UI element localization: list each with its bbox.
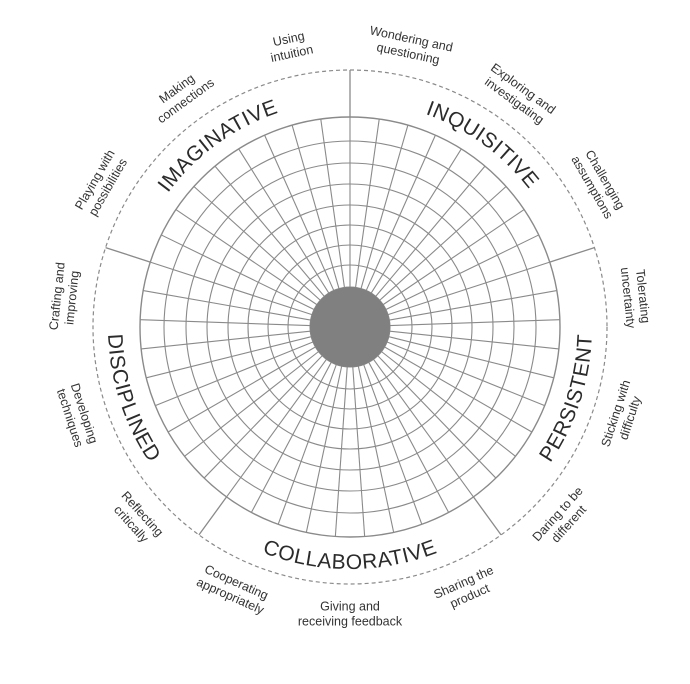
grid-spoke xyxy=(352,366,366,537)
habit-label-line: receiving feedback xyxy=(298,615,403,629)
habit-label: Exploring andinvestigating xyxy=(479,61,558,129)
habit-label: Playing withpossibilities xyxy=(72,147,130,219)
grid-spoke xyxy=(291,124,340,289)
habit-label-line: improving xyxy=(62,270,82,325)
grid-spoke xyxy=(277,364,337,525)
grid-spoke xyxy=(143,289,311,321)
center-hub-group xyxy=(310,287,390,367)
center-hub xyxy=(310,287,390,367)
grid-spoke xyxy=(141,330,311,350)
grid-spoke xyxy=(365,134,436,291)
domain-label-text: DISCIPLINED xyxy=(103,333,165,466)
grid-spoke xyxy=(373,359,474,498)
domain-divider xyxy=(472,496,502,536)
habit-label: Wondering andquestioning xyxy=(365,23,454,69)
habit-label-line: Using xyxy=(272,29,306,49)
grid-spoke xyxy=(375,165,486,297)
habit-label: Developingtechniques xyxy=(54,381,101,449)
grid-spoke xyxy=(161,234,315,310)
grid-spoke xyxy=(146,336,312,379)
domain-divider xyxy=(549,246,595,263)
grid-spoke xyxy=(355,118,380,288)
grid-spoke xyxy=(379,186,507,301)
habit-label: Crafting andimproving xyxy=(47,262,83,333)
grid-spoke xyxy=(370,148,462,294)
grid-spoke xyxy=(193,186,321,301)
grid-spoke xyxy=(384,346,533,433)
grid-spoke xyxy=(382,209,525,306)
grid-spoke xyxy=(203,355,323,479)
habit-label: Cooperatingappropriately xyxy=(194,561,272,617)
grid-spoke xyxy=(360,124,409,289)
grid-spoke xyxy=(250,362,332,513)
grid-spoke xyxy=(264,134,335,291)
domain-divider xyxy=(105,246,151,263)
grid-spoke xyxy=(175,209,318,306)
domain-label-collaborative: COLLABORATIVE xyxy=(260,536,439,575)
grid-spoke xyxy=(389,319,560,327)
grid-spoke xyxy=(389,289,557,321)
domain-label-persistent: PERSISTENT xyxy=(535,333,597,465)
grid-spoke xyxy=(368,362,450,513)
habit-label: Sharing theproduct xyxy=(432,563,502,616)
habit-label-line: Giving and xyxy=(320,600,380,614)
grid-spoke xyxy=(140,319,311,327)
domain-label-text: PERSISTENT xyxy=(535,333,596,465)
habit-label: Sticking withdifficulty xyxy=(598,378,647,453)
habit-label: Giving and receiving feedback xyxy=(298,600,403,629)
grid-spoke xyxy=(388,336,554,379)
habit-label: Reflectingcritically xyxy=(107,489,166,550)
grid-spoke xyxy=(305,366,343,533)
domain-divider xyxy=(198,496,228,536)
grid-spoke xyxy=(385,234,539,310)
grid-spoke xyxy=(167,346,316,433)
outer-dashed-circle-group xyxy=(92,69,608,585)
habit-label: Usingintuition xyxy=(266,28,314,65)
grid-spoke xyxy=(238,148,330,294)
grid-spoke xyxy=(226,359,327,498)
grid-spoke xyxy=(363,364,423,525)
grid-spoke xyxy=(150,261,313,316)
habit-label-line: Tolerating xyxy=(633,269,653,324)
grid-spoke xyxy=(184,351,319,457)
domain-label-disciplined: DISCIPLINED xyxy=(103,333,165,466)
grid-spoke xyxy=(155,341,314,407)
habit-label: Makingconnections xyxy=(146,63,217,126)
habit-label: Daring to bedifferent xyxy=(530,484,597,554)
domain-dividers xyxy=(105,70,595,536)
grid-spoke xyxy=(334,366,348,537)
grid-spoke xyxy=(381,351,516,457)
grid-spoke xyxy=(357,366,395,533)
grid-spoke xyxy=(387,261,550,316)
grid-spoke xyxy=(386,341,545,407)
grid-spoke xyxy=(389,330,559,350)
wheel-grid xyxy=(139,116,561,538)
habit-label: Toleratinguncertainty xyxy=(618,265,653,330)
domain-label-text: COLLABORATIVE xyxy=(260,536,439,575)
grid-spoke xyxy=(377,355,497,479)
grid-spoke xyxy=(214,165,325,297)
grid-spoke xyxy=(320,118,345,288)
habit-label-line: uncertainty xyxy=(618,267,638,330)
outer-dashed-circle xyxy=(92,69,608,585)
habit-label: Challengingassumptions xyxy=(568,146,628,221)
